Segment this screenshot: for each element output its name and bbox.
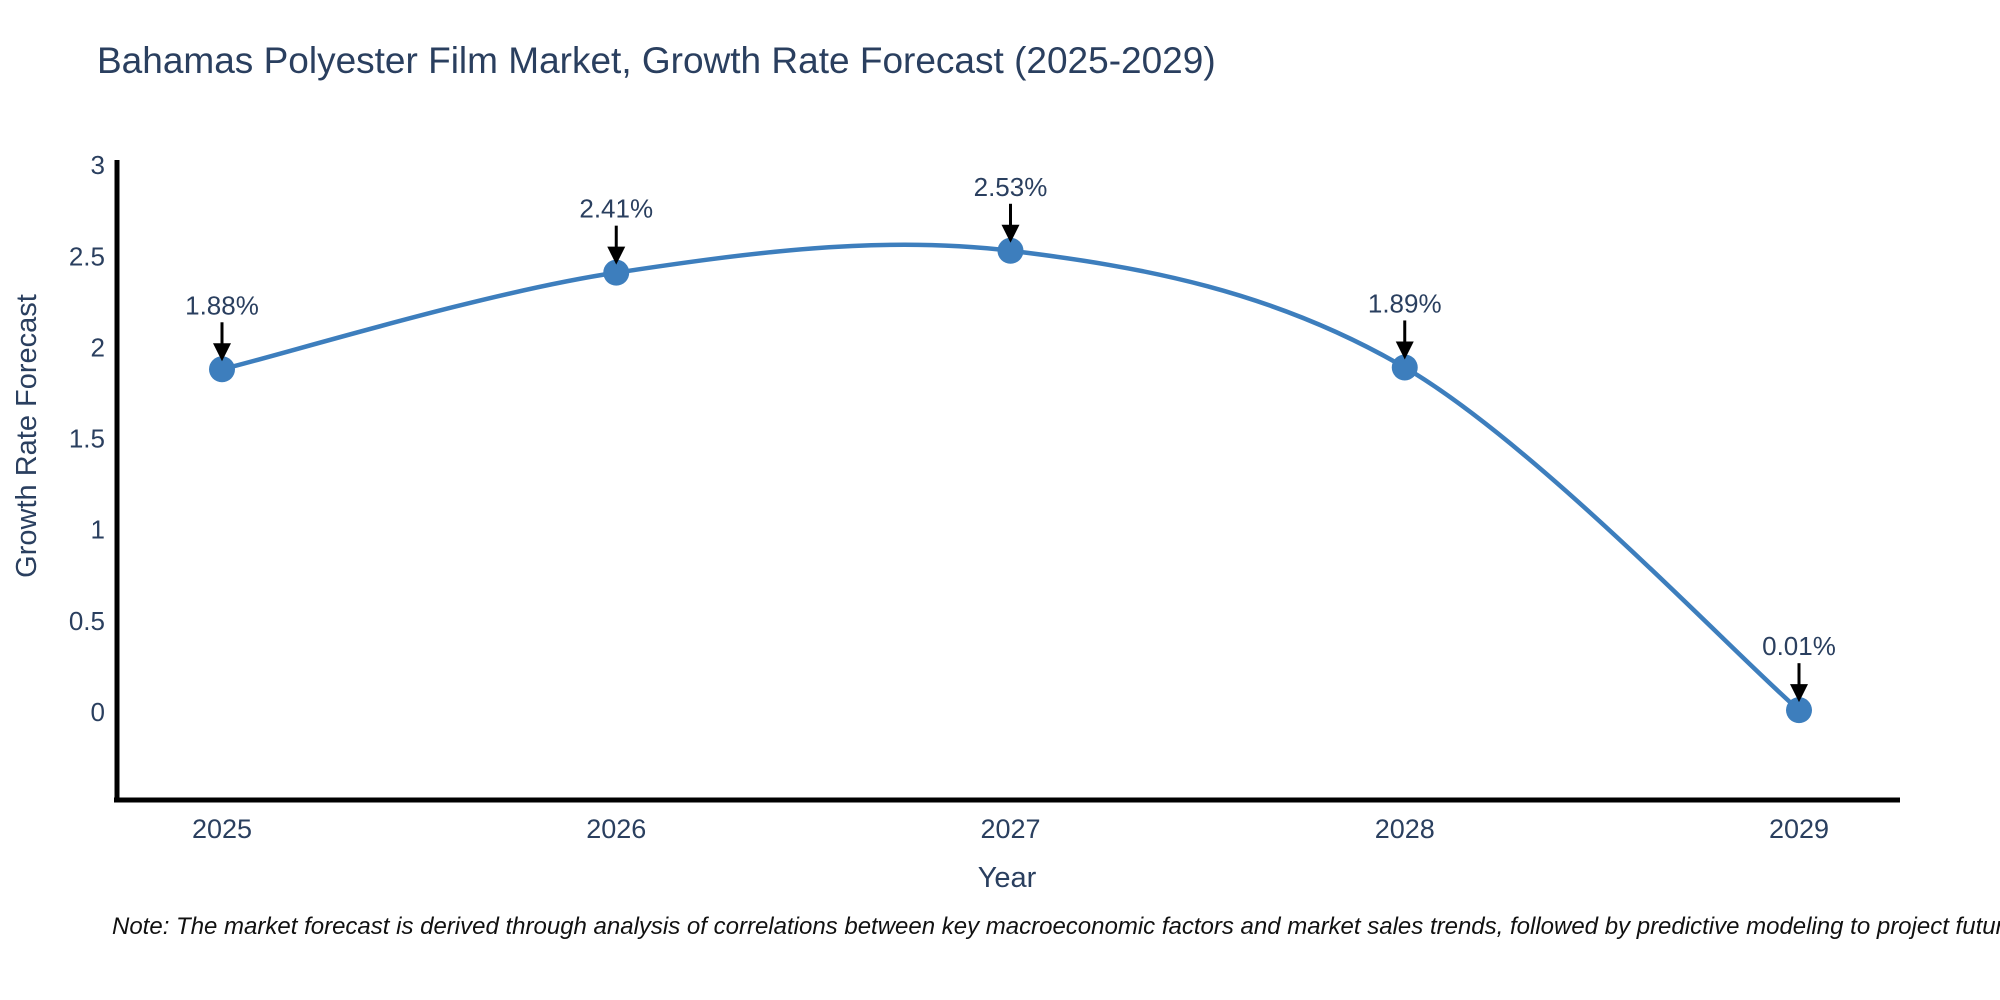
data-point-marker [209, 356, 235, 383]
annotation-arrowhead [1790, 684, 1808, 703]
data-point-marker [603, 259, 630, 286]
annotation-arrowhead [1001, 224, 1020, 243]
annotation-arrowhead [213, 343, 231, 362]
point-annotation: 2.41% [579, 194, 653, 224]
y-tick-label: 0.5 [69, 606, 105, 636]
annotation-arrowhead [607, 246, 626, 265]
y-tick-label: 2.5 [69, 241, 105, 271]
methodology-note: Note: The market forecast is derived thr… [112, 913, 2000, 940]
x-axis-title: Year [978, 862, 1037, 894]
annotation-arrowhead [1395, 341, 1414, 360]
y-axis-title: Growth Rate Forecast [11, 294, 43, 578]
point-annotation: 0.01% [1762, 631, 1836, 661]
point-annotation: 1.89% [1368, 288, 1442, 318]
forecast-line [219, 242, 1802, 713]
point-annotation: 2.53% [974, 172, 1048, 202]
data-point-marker [1786, 697, 1812, 724]
data-point-marker [997, 237, 1024, 264]
x-tick-label: 2025 [192, 814, 252, 844]
x-tick-label: 2027 [980, 814, 1040, 844]
x-tick-label: 2029 [1769, 814, 1829, 844]
y-tick-label: 1.5 [69, 424, 105, 454]
data-point-marker [1391, 354, 1418, 381]
y-tick-label: 2 [91, 332, 105, 362]
x-tick-label: 2028 [1375, 814, 1435, 844]
x-tick-label: 2026 [586, 814, 646, 844]
y-tick-label: 1 [91, 515, 105, 545]
point-annotation: 1.88% [185, 290, 259, 320]
chart-title: Bahamas Polyester Film Market, Growth Ra… [97, 40, 1216, 81]
y-tick-label: 3 [91, 150, 105, 180]
y-tick-label: 0 [91, 697, 105, 727]
